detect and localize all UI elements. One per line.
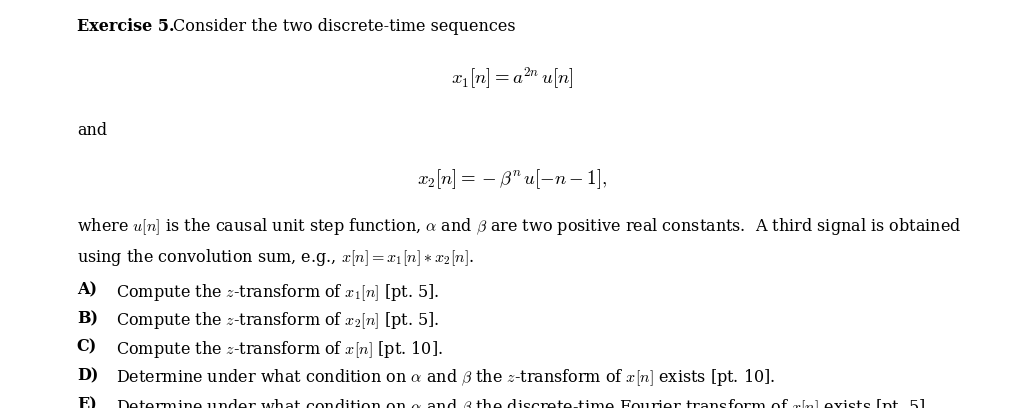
Text: Consider the two discrete-time sequences: Consider the two discrete-time sequences: [173, 18, 516, 35]
Text: B): B): [77, 310, 98, 327]
Text: Compute the $z$-transform of $x_1[n]$ [pt. 5].: Compute the $z$-transform of $x_1[n]$ [p…: [116, 282, 439, 302]
Text: $x_2[n] = -\beta^n\, u[-n-1],$: $x_2[n] = -\beta^n\, u[-n-1],$: [417, 167, 607, 191]
Text: Determine under what condition on $\alpha$ and $\beta$ the discrete-time Fourier: Determine under what condition on $\alph…: [116, 397, 931, 408]
Text: A): A): [77, 282, 97, 299]
Text: using the convolution sum, e.g., $x[n] = x_1[n] * x_2[n]$.: using the convolution sum, e.g., $x[n] =…: [77, 247, 474, 268]
Text: E): E): [77, 397, 96, 408]
Text: Compute the $z$-transform of $x_2[n]$ [pt. 5].: Compute the $z$-transform of $x_2[n]$ [p…: [116, 310, 439, 331]
Text: where $u[n]$ is the causal unit step function, $\alpha$ and $\beta$ are two posi: where $u[n]$ is the causal unit step fun…: [77, 216, 962, 237]
Text: and: and: [77, 122, 106, 140]
Text: Exercise 5.: Exercise 5.: [77, 18, 174, 35]
Text: C): C): [77, 339, 97, 356]
Text: Determine under what condition on $\alpha$ and $\beta$ the $z$-transform of $x[n: Determine under what condition on $\alph…: [116, 367, 775, 388]
Text: D): D): [77, 367, 98, 384]
Text: $x_1[n] = a^{2n}\, u[n]$: $x_1[n] = a^{2n}\, u[n]$: [451, 65, 573, 91]
Text: Compute the $z$-transform of $x[n]$ [pt. 10].: Compute the $z$-transform of $x[n]$ [pt.…: [116, 339, 442, 359]
